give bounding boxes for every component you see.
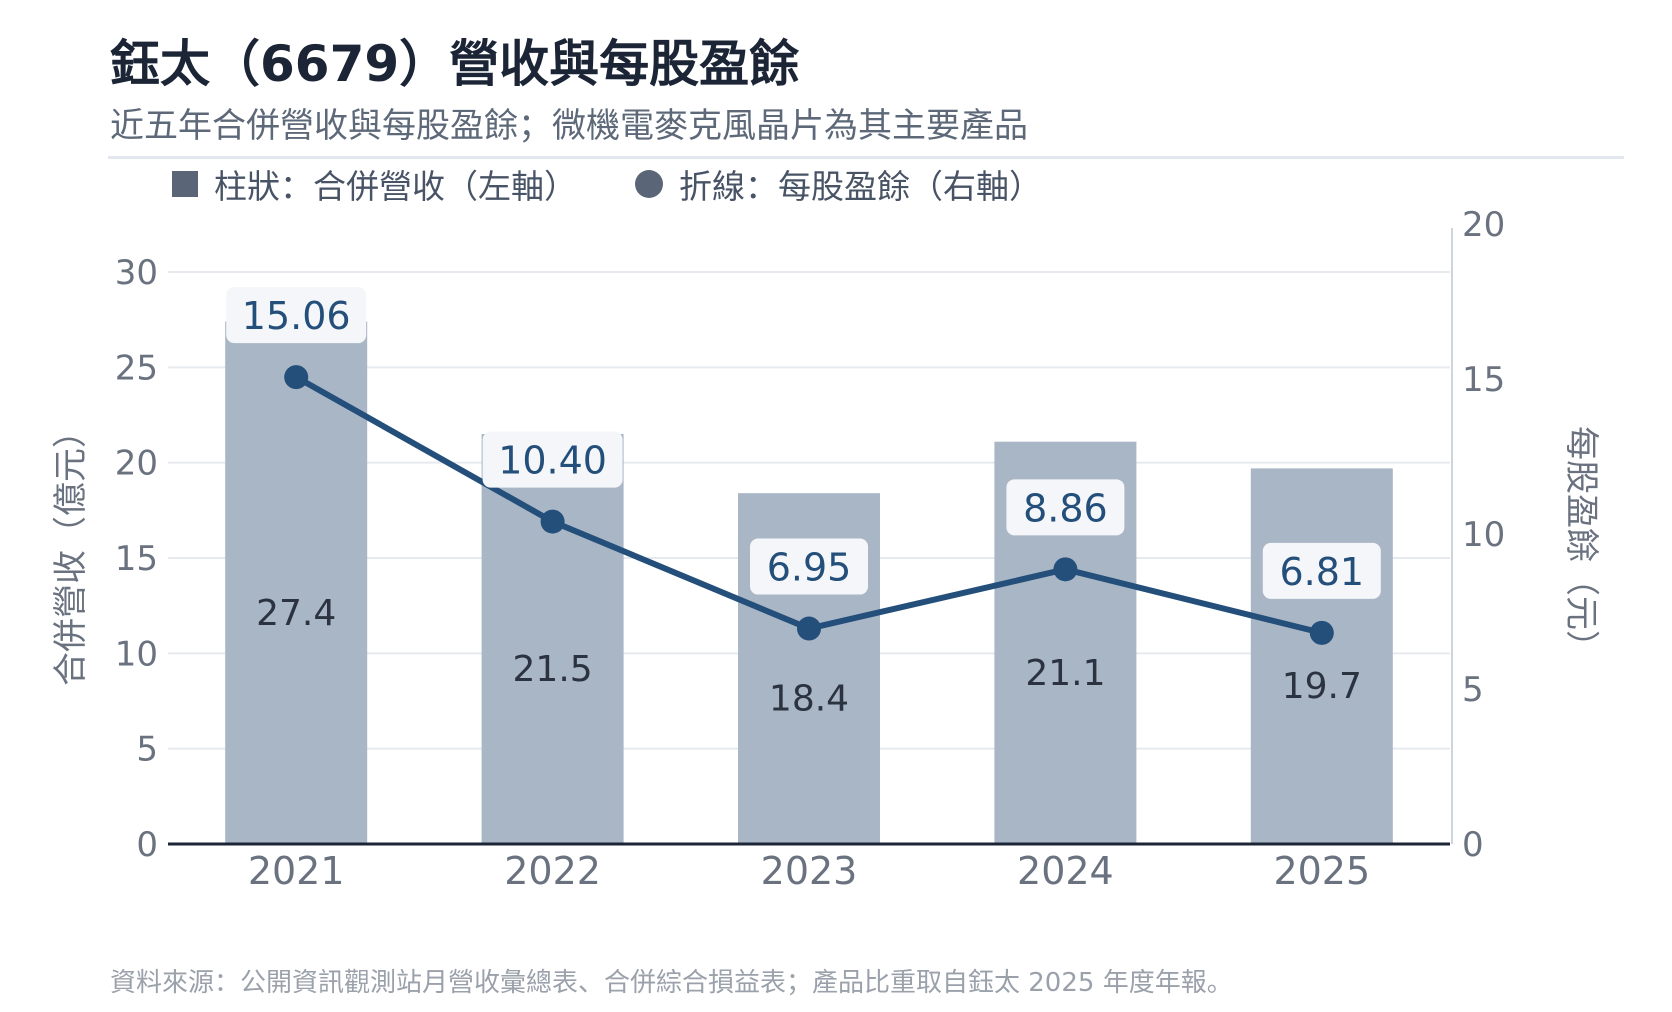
eps-value-label: 15.06 [242,294,351,338]
bar-value-label: 21.5 [513,649,593,690]
chart-subtitle: 近五年合併營收與每股盈餘；微機電麥克風晶片為其主要產品 [110,106,1028,146]
chart-title: 鈺太（6679）營收與每股盈餘 [110,35,800,93]
eps-label-box [482,431,623,488]
legend-bar-swatch [172,171,198,197]
x-tick-label: 2025 [1273,849,1370,893]
eps-value-label: 8.86 [1023,486,1108,530]
x-tick-label: 2022 [504,849,601,893]
y2-axis-title: 每股盈餘（元） [1561,426,1601,664]
eps-label-box [226,287,367,344]
bar-value-label: 21.1 [1025,653,1105,694]
eps-value-label: 6.81 [1279,550,1364,594]
legend-line-swatch [635,170,663,198]
y-tick-label: 30 [115,253,158,293]
eps-label-box [750,538,868,595]
y2-tick-label: 10 [1462,515,1505,555]
x-tick-label: 2021 [248,849,345,893]
bar-value-label: 18.4 [769,679,849,720]
y-tick-label: 15 [115,539,158,579]
y2-tick-label: 20 [1462,205,1505,245]
y2-tick-label: 0 [1462,825,1484,865]
y2-tick-label: 15 [1462,360,1505,400]
x-tick-label: 2024 [1017,849,1114,893]
y-tick-label: 0 [136,825,158,865]
source-note: 資料來源：公開資訊觀測站月營收彙總表、合併綜合損益表；產品比重取自鈺太 2025… [110,968,1233,998]
eps-value-label: 6.95 [767,546,852,590]
bar [1250,468,1393,844]
y-tick-label: 10 [115,634,158,674]
eps-value-label: 10.40 [498,439,607,483]
y-tick-label: 5 [136,730,158,770]
bar-value-label: 27.4 [256,593,336,634]
legend: 柱狀：合併營收（左軸） 折線：每股盈餘（右軸） [172,160,1042,208]
eps-label-box [1262,542,1381,599]
eps-point [1309,620,1334,645]
y-tick-label: 20 [115,444,158,484]
x-tick-label: 2023 [761,849,858,893]
eps-point [284,365,309,390]
bar [225,321,368,844]
eps-label-box [1006,479,1125,536]
eps-point [1053,557,1078,582]
y-axis-title: 合併營收（億元） [51,414,91,686]
legend-bar-label: 柱狀：合併營收（左軸） [214,167,577,206]
eps-point [797,616,821,641]
bar-value-label: 19.7 [1282,666,1362,707]
y-tick-label: 25 [115,348,158,388]
y2-tick-label: 5 [1462,670,1484,710]
eps-point [540,509,565,534]
header-divider [108,156,1624,159]
legend-line-label: 折線：每股盈餘（右軸） [679,167,1042,206]
bar [481,434,624,844]
